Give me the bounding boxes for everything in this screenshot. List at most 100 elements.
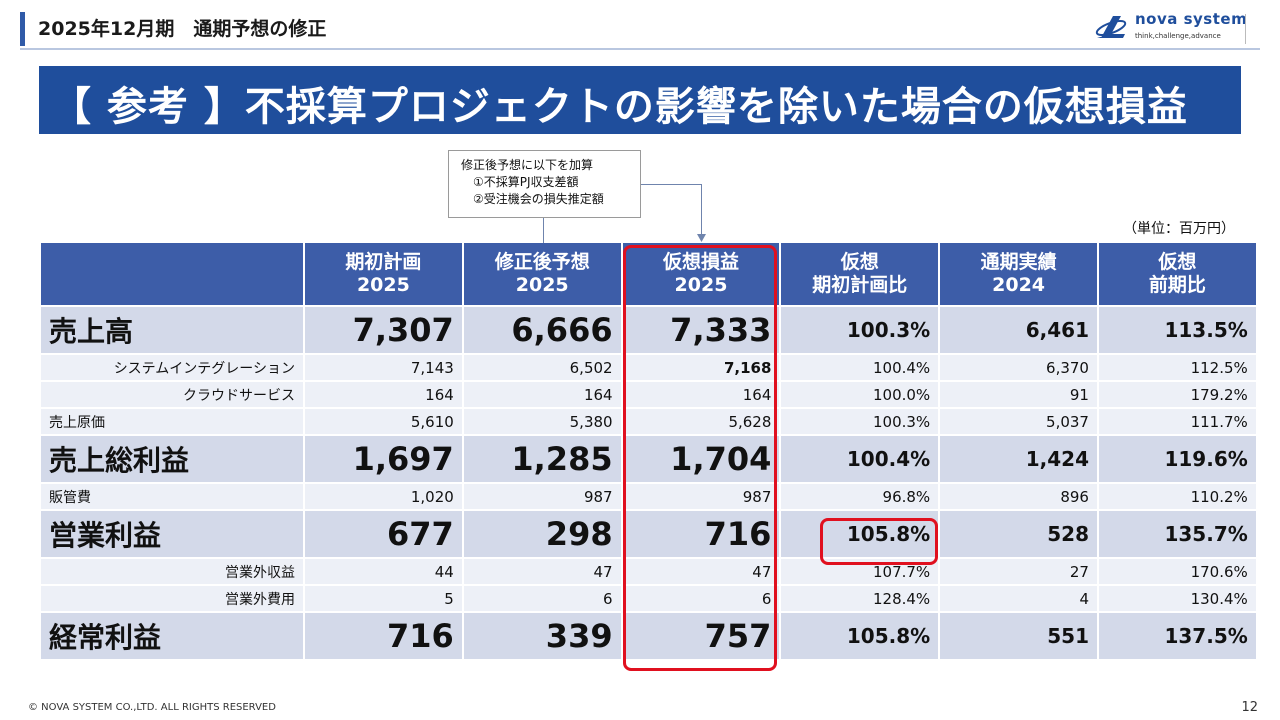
column-header: 修正後予想 2025 — [461, 243, 623, 306]
row-label: 営業利益 — [39, 509, 305, 559]
table-cell: 91 — [938, 380, 1099, 409]
table-cell: 105.8% — [779, 509, 941, 559]
table-cell: 716 — [620, 509, 782, 559]
row-label: 営業外費用 — [39, 584, 305, 613]
table-cell: 100.4% — [779, 434, 941, 484]
annotation-line: ②受注機会の損失推定額 — [461, 192, 604, 206]
row-label: クラウドサービス — [39, 380, 305, 409]
table-cell: 757 — [620, 611, 782, 661]
table-cell: 119.6% — [1096, 434, 1258, 484]
column-header: 仮想 前期比 — [1096, 243, 1258, 306]
highlight-operating-profit-ratio — [820, 518, 938, 565]
table-cell: 1,424 — [938, 434, 1099, 484]
table-cell: 105.8% — [779, 611, 941, 661]
row-label: 販管費 — [39, 482, 305, 511]
table-cell: 128.4% — [779, 584, 941, 613]
slide-banner: 【 参考 】不採算プロジェクトの影響を除いた場合の仮想損益 — [39, 66, 1241, 134]
table-row: 販管費 1,020 987 987 96.8% 896 110.2% — [39, 482, 1258, 511]
company-logo: nova system think,challenge,advance — [1095, 10, 1255, 44]
header-accent-bar — [20, 12, 25, 46]
table-row: クラウドサービス 164 164 164 100.0% 91 179.2% — [39, 380, 1258, 409]
table-cell: 179.2% — [1096, 380, 1258, 409]
page-number: 12 — [1241, 700, 1258, 715]
arrow-down-icon — [697, 234, 706, 242]
annotation-line: 修正後予想に以下を加算 — [461, 158, 594, 172]
table-row: 売上原価 5,610 5,380 5,628 100.3% 5,037 111.… — [39, 407, 1258, 436]
table-cell: 7,307 — [303, 305, 464, 355]
annotation-line: ①不採算PJ収支差額 — [461, 175, 579, 189]
column-header: 仮想損益 2025 — [620, 243, 782, 306]
connector-line — [641, 184, 701, 185]
row-label: 売上高 — [39, 305, 305, 355]
table-cell: 6,502 — [461, 353, 623, 382]
table-cell: 96.8% — [779, 482, 941, 511]
table-cell: 987 — [461, 482, 623, 511]
table-cell: 164 — [620, 380, 782, 409]
table-cell: 1,285 — [461, 434, 623, 484]
table-row: 営業利益 677 298 716 105.8% 528 135.7% — [39, 509, 1258, 559]
nova-system-logo-icon — [1095, 16, 1127, 38]
table-cell: 5,628 — [620, 407, 782, 436]
table-cell: 339 — [461, 611, 623, 661]
highlight-virtual-column — [623, 245, 777, 671]
row-label: 売上総利益 — [39, 434, 305, 484]
table-cell: 4 — [938, 584, 1099, 613]
table-cell: 137.5% — [1096, 611, 1258, 661]
table-row: システムインテグレーション 7,143 6,502 7,168 100.4% 6… — [39, 353, 1258, 382]
table-cell: 528 — [938, 509, 1099, 559]
table-cell: 7,168 — [620, 353, 782, 382]
table-cell: 1,697 — [303, 434, 464, 484]
table-cell: 111.7% — [1096, 407, 1258, 436]
table-row: 売上高 7,307 6,666 7,333 100.3% 6,461 113.5… — [39, 305, 1258, 355]
column-header: 期初計画 2025 — [303, 243, 464, 306]
copyright: © NOVA SYSTEM CO.,LTD. ALL RIGHTS RESERV… — [28, 702, 276, 713]
table-cell: 100.3% — [779, 407, 941, 436]
header-divider — [20, 48, 1260, 50]
table-header-row: 期初計画 2025 修正後予想 2025 仮想損益 2025 仮想 期初計画比 通期実績… — [39, 243, 1258, 306]
unit-label: （単位：百万円） — [1123, 221, 1235, 237]
table-cell: 6 — [620, 584, 782, 613]
logo-name: nova system — [1135, 10, 1248, 28]
table-cell: 47 — [620, 557, 782, 586]
table-cell: 298 — [461, 509, 623, 559]
table-cell: 987 — [620, 482, 782, 511]
logo-tagline: think,challenge,advance — [1135, 32, 1221, 40]
column-header: 仮想 期初計画比 — [779, 243, 941, 306]
table-cell: 1,704 — [620, 434, 782, 484]
table-cell: 716 — [303, 611, 464, 661]
table-cell: 7,333 — [620, 305, 782, 355]
table-cell: 110.2% — [1096, 482, 1258, 511]
table-cell: 135.7% — [1096, 509, 1258, 559]
table-cell: 47 — [461, 557, 623, 586]
table-cell: 5,037 — [938, 407, 1099, 436]
row-label: 営業外収益 — [39, 557, 305, 586]
annotation-box: 修正後予想に以下を加算 ①不採算PJ収支差額 ②受注機会の損失推定額 — [448, 150, 641, 218]
table-row: 営業外費用 5 6 6 128.4% 4 130.4% — [39, 584, 1258, 613]
table-cell: 164 — [303, 380, 464, 409]
financial-table: 期初計画 2025 修正後予想 2025 仮想損益 2025 仮想 期初計画比 通期実績… — [39, 243, 1258, 661]
table-cell: 6,666 — [461, 305, 623, 355]
table-cell: 27 — [938, 557, 1099, 586]
row-label: 経常利益 — [39, 611, 305, 661]
table-cell: 1,020 — [303, 482, 464, 511]
table-cell: 6,461 — [938, 305, 1099, 355]
table-cell: 551 — [938, 611, 1099, 661]
table-cell: 100.4% — [779, 353, 941, 382]
table-cell: 896 — [938, 482, 1099, 511]
connector-line — [701, 184, 702, 236]
table-cell: 100.0% — [779, 380, 941, 409]
table-row: 売上総利益 1,697 1,285 1,704 100.4% 1,424 119… — [39, 434, 1258, 484]
column-header: 通期実績 2024 — [938, 243, 1099, 306]
table-row: 営業外収益 44 47 47 107.7% 27 170.6% — [39, 557, 1258, 586]
table-cell: 100.3% — [779, 305, 941, 355]
table-row: 経常利益 716 339 757 105.8% 551 137.5% — [39, 611, 1258, 661]
logo-divider — [1245, 14, 1246, 44]
table-cell: 5,610 — [303, 407, 464, 436]
table-cell: 6,370 — [938, 353, 1099, 382]
row-label: システムインテグレーション — [39, 353, 305, 382]
row-label: 売上原価 — [39, 407, 305, 436]
banner-title: 【 参考 】不採算プロジェクトの影響を除いた場合の仮想損益 — [51, 84, 1188, 130]
table-cell: 5,380 — [461, 407, 623, 436]
header-corner-cell — [39, 243, 305, 306]
table-cell: 677 — [303, 509, 464, 559]
